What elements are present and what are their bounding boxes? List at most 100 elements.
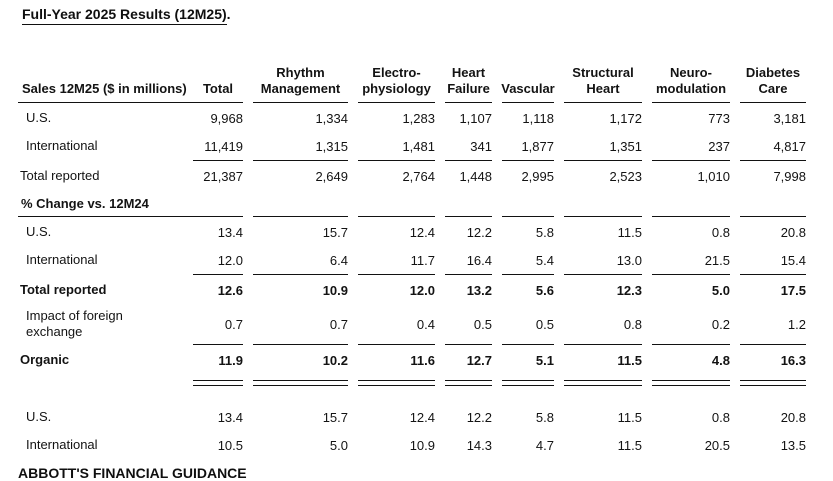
cell: 1,283 bbox=[402, 110, 435, 126]
cell: 0.4 bbox=[416, 316, 435, 332]
cell: 341 bbox=[470, 138, 492, 154]
cell: 5.8 bbox=[535, 224, 554, 240]
cell: 0.8 bbox=[711, 224, 730, 240]
cell: 0.8 bbox=[623, 316, 642, 332]
subtotal-rule bbox=[18, 274, 806, 276]
cell: 11.5 bbox=[617, 352, 642, 368]
cell: 5.6 bbox=[535, 282, 554, 298]
cell: 11.9 bbox=[218, 352, 243, 368]
cell: 5.0 bbox=[329, 437, 348, 453]
row-label: U.S. bbox=[26, 409, 52, 425]
row-pct-international: International 12.0 6.4 11.7 16.4 5.4 13.… bbox=[18, 246, 806, 274]
column-header-electrophysiology: Electro- physiology bbox=[362, 65, 431, 96]
cell: 12.2 bbox=[466, 409, 492, 425]
cell: 2,764 bbox=[402, 168, 435, 184]
cell: 6.4 bbox=[329, 252, 348, 268]
page-title-text: Full-Year 2025 Results (12M25) bbox=[22, 6, 227, 25]
column-header-vascular: Vascular bbox=[501, 80, 555, 96]
cell: 13.2 bbox=[466, 282, 492, 298]
cell: 12.2 bbox=[466, 224, 492, 240]
row-label: U.S. bbox=[26, 110, 52, 126]
cell: 0.2 bbox=[711, 316, 730, 332]
row-label: U.S. bbox=[26, 224, 52, 240]
column-header-total: Total bbox=[202, 80, 234, 96]
cell: 1,481 bbox=[402, 138, 435, 154]
column-header-diabetes-care: Diabetes Care bbox=[745, 65, 801, 96]
cell: 11.6 bbox=[410, 352, 435, 368]
cell: 11.5 bbox=[617, 437, 642, 453]
cell: 773 bbox=[708, 110, 730, 126]
column-header-rhythm-management: Rhythm Management bbox=[260, 65, 341, 96]
cell: 12.0 bbox=[217, 252, 243, 268]
cell: 0.7 bbox=[224, 316, 243, 332]
cell: 237 bbox=[708, 138, 730, 154]
column-header-heart-failure: Heart Failure bbox=[447, 65, 490, 96]
cell: 21,387 bbox=[203, 168, 243, 184]
cell: 5.8 bbox=[535, 409, 554, 425]
cell: 1,107 bbox=[459, 110, 492, 126]
cell: 1,334 bbox=[315, 110, 348, 126]
cell: 12.6 bbox=[217, 282, 243, 298]
cell: 5.1 bbox=[535, 352, 554, 368]
cell: 17.5 bbox=[780, 282, 806, 298]
row-pct-us: U.S. 13.4 15.7 12.4 12.2 5.8 11.5 0.8 20… bbox=[18, 218, 806, 246]
cell: 16.4 bbox=[466, 252, 492, 268]
row-sales-total-reported: Total reported 21,387 2,649 2,764 1,448 … bbox=[18, 162, 806, 190]
cell: 1,010 bbox=[697, 168, 730, 184]
cell: 0.5 bbox=[535, 316, 554, 332]
row-organic-detail-international: International 10.5 5.0 10.9 14.3 4.7 11.… bbox=[18, 431, 806, 459]
row-label: International bbox=[26, 138, 98, 154]
cell: 4,817 bbox=[773, 138, 806, 154]
cell: 0.5 bbox=[473, 316, 492, 332]
table-header-row: Sales 12M25 ($ in millions) Total Rhythm… bbox=[18, 56, 806, 102]
cell: 10.9 bbox=[322, 282, 348, 298]
cell: 11.7 bbox=[410, 252, 435, 268]
subtotal-rule bbox=[18, 160, 806, 162]
cell: 12.0 bbox=[409, 282, 435, 298]
cell: 4.8 bbox=[711, 352, 730, 368]
cell: 5.0 bbox=[711, 282, 730, 298]
cell: 3,181 bbox=[773, 110, 806, 126]
row-label: Impact of foreign exchange bbox=[26, 308, 123, 339]
cell: 0.7 bbox=[329, 316, 348, 332]
cell: 12.4 bbox=[409, 409, 435, 425]
cell: 1,172 bbox=[609, 110, 642, 126]
header-rule bbox=[18, 102, 806, 104]
row-sales-us: U.S. 9,968 1,334 1,283 1,107 1,118 1,172… bbox=[18, 104, 806, 132]
page-title-period: . bbox=[226, 6, 231, 22]
row-label: International bbox=[26, 437, 98, 453]
cell: 1,877 bbox=[521, 138, 554, 154]
cell: 1.2 bbox=[787, 316, 806, 332]
row-label: Total reported bbox=[20, 168, 100, 184]
subtotal-rule bbox=[18, 344, 806, 346]
cell: 11.5 bbox=[617, 224, 642, 240]
label-column-header: Sales 12M25 ($ in millions) bbox=[22, 80, 187, 96]
cell: 2,523 bbox=[609, 168, 642, 184]
row-label: Organic bbox=[20, 352, 70, 368]
section-heading-pct-change: % Change vs. 12M24 bbox=[21, 195, 149, 211]
cell: 5.4 bbox=[535, 252, 554, 268]
cell: 13.0 bbox=[616, 252, 642, 268]
guidance-section-heading: ABBOTT'S FINANCIAL GUIDANCE bbox=[18, 465, 247, 481]
cell: 20.5 bbox=[704, 437, 730, 453]
cell: 20.8 bbox=[780, 224, 806, 240]
cell: 2,995 bbox=[521, 168, 554, 184]
cell: 16.3 bbox=[780, 352, 806, 368]
column-header-neuromodulation: Neuro- modulation bbox=[655, 65, 727, 96]
cell: 15.7 bbox=[322, 224, 348, 240]
cell: 12.3 bbox=[616, 282, 642, 298]
cell: 11.5 bbox=[617, 409, 642, 425]
cell: 12.4 bbox=[409, 224, 435, 240]
column-header-structural-heart: Structural Heart bbox=[572, 65, 634, 96]
cell: 20.8 bbox=[780, 409, 806, 425]
cell: 13.5 bbox=[780, 437, 806, 453]
cell: 21.5 bbox=[704, 252, 730, 268]
cell: 1,448 bbox=[459, 168, 492, 184]
cell: 12.7 bbox=[466, 352, 492, 368]
cell: 0.8 bbox=[711, 409, 730, 425]
cell: 13.4 bbox=[217, 409, 243, 425]
row-label: International bbox=[26, 252, 98, 268]
cell: 1,351 bbox=[609, 138, 642, 154]
cell: 11,419 bbox=[204, 138, 243, 154]
